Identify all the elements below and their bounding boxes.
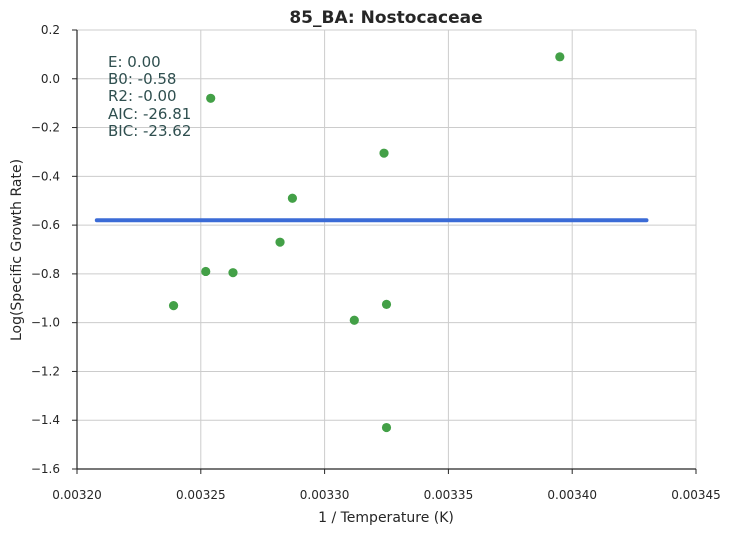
axes — [72, 29, 697, 474]
data-point — [381, 299, 392, 309]
y-tick-label: −1.6 — [31, 462, 60, 476]
grid — [76, 29, 697, 470]
y-tick-label: −0.8 — [31, 267, 60, 281]
chart-title: 85_BA: Nostocaceae — [289, 8, 482, 28]
data-point — [228, 268, 238, 278]
data-point — [381, 422, 392, 433]
stat-e: E: 0.00 — [108, 53, 161, 71]
y-tick-label: −0.4 — [31, 169, 60, 183]
data-point — [168, 300, 179, 311]
x-tick-label: 0.00330 — [300, 488, 350, 502]
tick-labels: 0.00320 0.00325 0.00330 0.00335 0.00340 0.003… — [31, 23, 721, 502]
y-tick-label: −1.0 — [31, 316, 60, 330]
y-tick-label: 0.0 — [41, 72, 60, 86]
y-tick-label: −1.4 — [31, 413, 60, 427]
stat-b0: B0: -0.58 — [108, 70, 176, 88]
data-point — [206, 93, 216, 103]
data-point — [275, 237, 285, 247]
y-tick-label: −0.2 — [31, 121, 60, 135]
data-point — [379, 148, 389, 158]
y-tick-label: 0.2 — [41, 23, 60, 37]
y-axis-label: Log(Specific Growth Rate) — [9, 159, 25, 341]
data-point — [287, 193, 298, 203]
x-axis-label: 1 / Temperature (K) — [318, 510, 454, 526]
x-tick-label: 0.00340 — [547, 488, 597, 502]
data-point — [349, 315, 359, 325]
stat-r2: R2: -0.00 — [108, 87, 177, 105]
x-tick-label: 0.00325 — [176, 488, 226, 502]
fit-statistics: E: 0.00 B0: -0.58 R2: -0.00 AIC: -26.81 … — [108, 53, 191, 140]
y-tick-label: −1.2 — [31, 364, 60, 378]
x-tick-label: 0.00320 — [52, 488, 102, 502]
x-tick-label: 0.00345 — [671, 488, 721, 502]
y-tick-label: −0.6 — [31, 218, 60, 232]
data-point — [555, 52, 565, 62]
data-points — [168, 52, 565, 433]
x-tick-label: 0.00335 — [424, 488, 474, 502]
stat-bic: BIC: -23.62 — [108, 122, 191, 140]
stat-aic: AIC: -26.81 — [108, 105, 191, 123]
data-point — [201, 266, 211, 277]
